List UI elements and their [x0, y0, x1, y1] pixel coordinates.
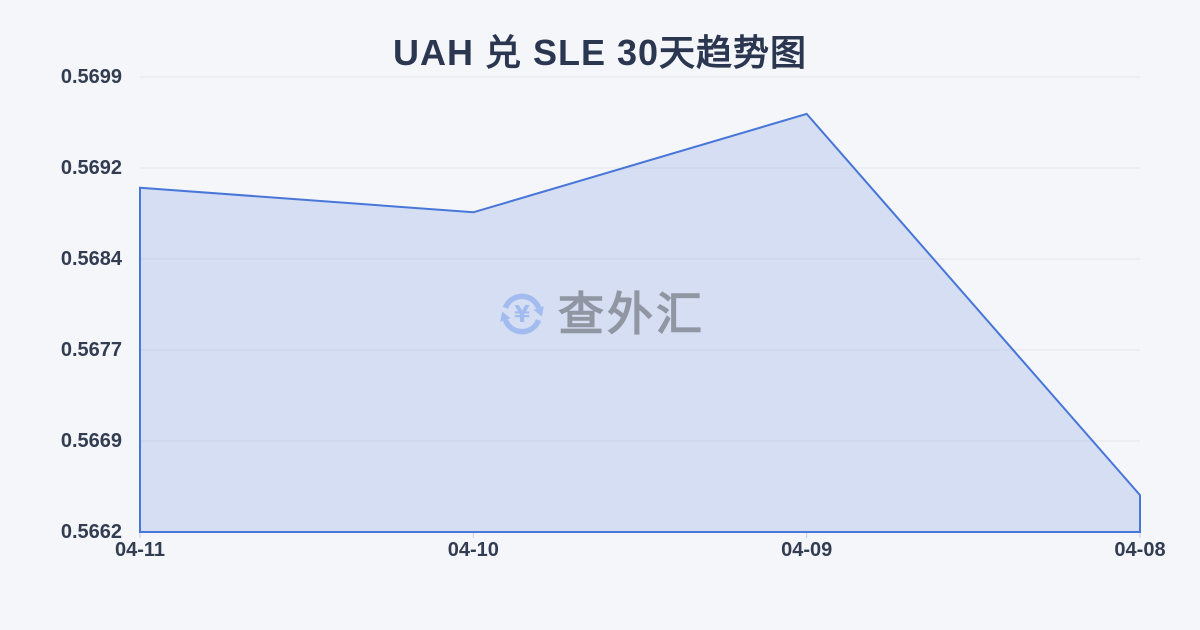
x-axis-tick-label: 04-09	[781, 539, 833, 561]
y-axis-tick-label: 0.5677	[60, 339, 122, 361]
x-axis-tick-label: 04-08	[1114, 539, 1166, 561]
y-axis-tick-label: 0.5699	[60, 66, 122, 88]
y-axis-tick-label: 0.5684	[60, 248, 122, 270]
x-axis-tick-label: 04-10	[447, 539, 499, 561]
trend-series-area	[139, 112, 1141, 533]
chart-title: UAH 兑 SLE 30天趋势图	[392, 32, 808, 73]
y-axis-tick-label: 0.5669	[60, 430, 122, 452]
y-axis-tick-label: 0.5692	[60, 157, 122, 179]
x-axis-tick-label: 04-11	[114, 539, 166, 561]
y-axis-tick-label: 0.5662	[60, 521, 122, 543]
